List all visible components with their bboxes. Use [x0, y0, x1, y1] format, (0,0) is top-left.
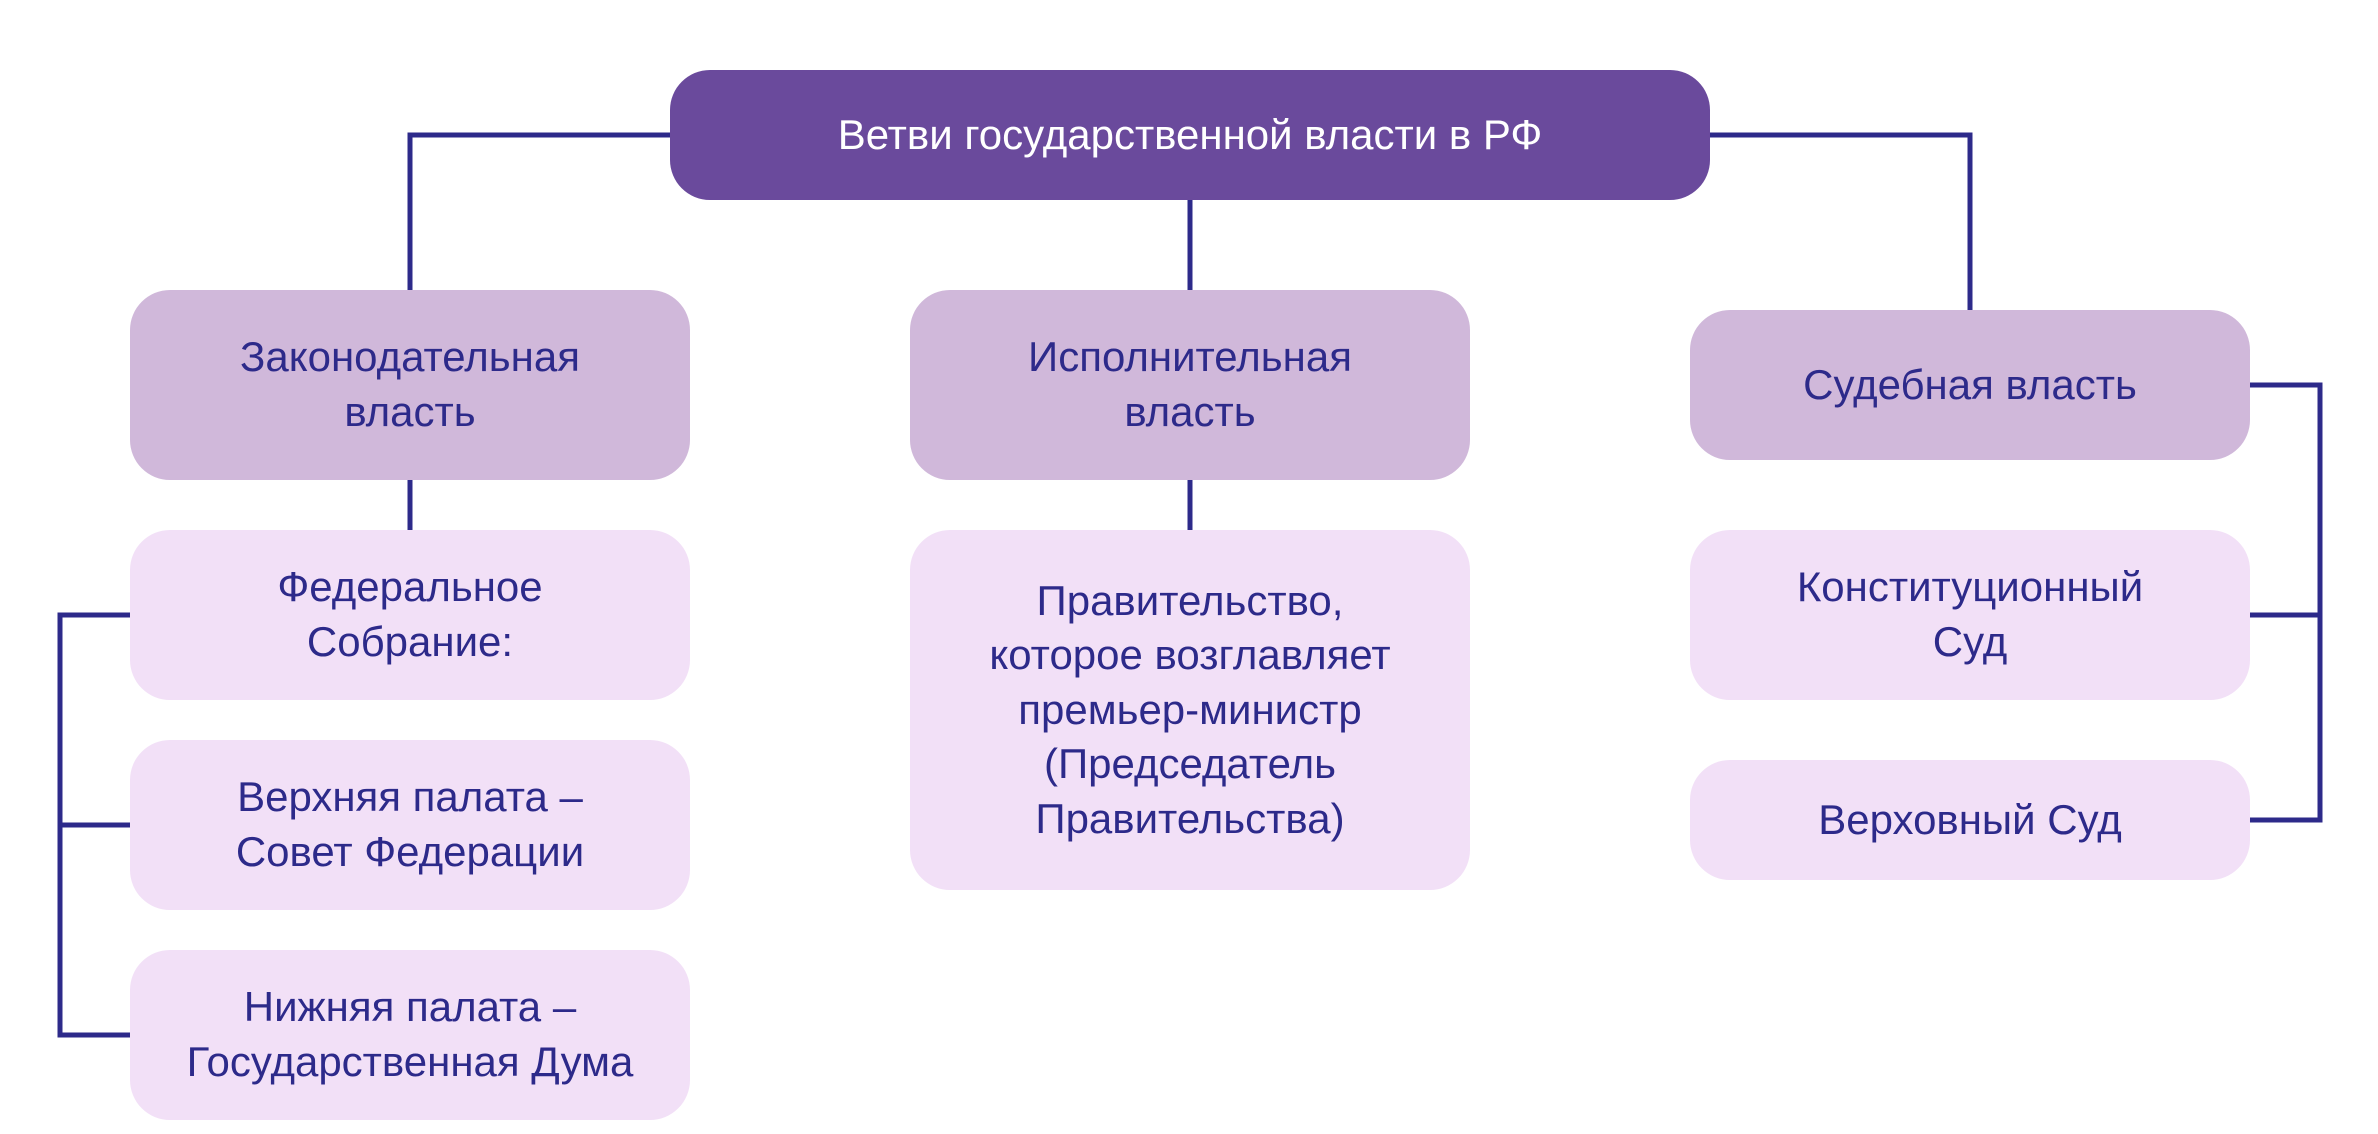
branch-2-header-label: Судебная власть: [1803, 358, 2137, 413]
branch-0-header-label: Законодательная власть: [240, 330, 580, 439]
branch-1-child-0-label: Правительство, которое возглавляет премь…: [989, 574, 1390, 847]
branch-2-child-1: Верховный Суд: [1690, 760, 2250, 880]
root-node: Ветви государственной власти в РФ: [670, 70, 1710, 200]
branch-0-child-1: Верхняя палата – Совет Федерации: [130, 740, 690, 910]
branch-2-child-0-label: Конституционный Суд: [1797, 560, 2143, 669]
branch-2-child-1-label: Верховный Суд: [1818, 793, 2121, 848]
branch-0-child-0: Федеральное Собрание:: [130, 530, 690, 700]
branch-1-header-label: Исполнительная власть: [1028, 330, 1352, 439]
root-node-label: Ветви государственной власти в РФ: [838, 108, 1543, 163]
branch-0-child-2: Нижняя палата – Государственная Дума: [130, 950, 690, 1120]
branch-0-child-2-label: Нижняя палата – Государственная Дума: [187, 980, 634, 1089]
branch-0-header: Законодательная власть: [130, 290, 690, 480]
branch-1-child-0: Правительство, которое возглавляет премь…: [910, 530, 1470, 890]
branch-0-child-0-label: Федеральное Собрание:: [277, 560, 542, 669]
branch-2-child-0: Конституционный Суд: [1690, 530, 2250, 700]
branch-1-header: Исполнительная власть: [910, 290, 1470, 480]
branch-2-header: Судебная власть: [1690, 310, 2250, 460]
branch-0-child-1-label: Верхняя палата – Совет Федерации: [236, 770, 584, 879]
